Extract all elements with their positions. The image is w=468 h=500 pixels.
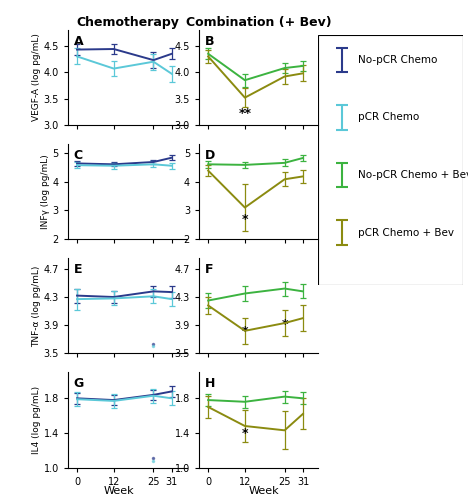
Text: pCR Chemo + Bev: pCR Chemo + Bev xyxy=(358,228,454,237)
Text: D: D xyxy=(205,149,215,162)
Text: E: E xyxy=(74,263,82,276)
Y-axis label: INFγ (log pg/mL): INFγ (log pg/mL) xyxy=(41,154,50,229)
Text: *: * xyxy=(241,325,248,338)
Text: F: F xyxy=(205,263,213,276)
Text: No-pCR Chemo: No-pCR Chemo xyxy=(358,55,438,65)
Text: *: * xyxy=(241,427,248,440)
Text: No-pCR Chemo + Bev: No-pCR Chemo + Bev xyxy=(358,170,468,180)
Text: **: ** xyxy=(238,107,251,120)
Text: H: H xyxy=(205,377,215,390)
Text: pCR Chemo: pCR Chemo xyxy=(358,112,419,122)
Text: Week: Week xyxy=(249,486,280,496)
Text: *: * xyxy=(281,318,288,331)
Text: G: G xyxy=(74,377,84,390)
Text: B: B xyxy=(205,35,214,48)
Text: Week: Week xyxy=(104,486,135,496)
Y-axis label: IL4 (log pg/mL): IL4 (log pg/mL) xyxy=(32,386,41,454)
Y-axis label: TNF-α (log pg/mL): TNF-α (log pg/mL) xyxy=(32,265,41,346)
Title: Combination (+ Bev): Combination (+ Bev) xyxy=(186,16,331,29)
Y-axis label: VEGF-A (log pg/mL): VEGF-A (log pg/mL) xyxy=(32,34,41,122)
Text: A: A xyxy=(74,35,83,48)
Text: C: C xyxy=(74,149,83,162)
Text: *: * xyxy=(241,214,248,226)
Title: Chemotherapy: Chemotherapy xyxy=(76,16,179,29)
